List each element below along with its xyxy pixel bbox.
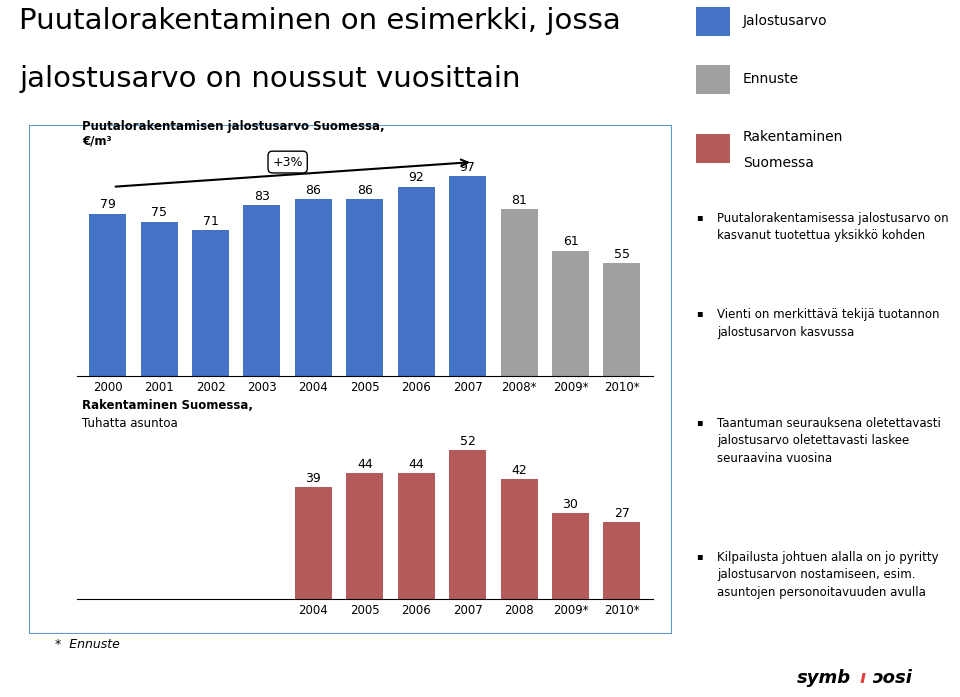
Text: 52: 52 <box>460 435 475 448</box>
Text: 30: 30 <box>563 498 579 511</box>
Text: 44: 44 <box>357 458 372 471</box>
Text: Jalostusarvo: Jalostusarvo <box>743 15 828 29</box>
Text: 44: 44 <box>408 458 424 471</box>
Bar <box>397 187 435 376</box>
Text: *  Ennuste: * Ennuste <box>55 638 120 651</box>
Text: 75: 75 <box>151 206 167 220</box>
Text: 92: 92 <box>408 171 424 184</box>
Text: 86: 86 <box>357 184 372 197</box>
Text: 55: 55 <box>614 247 630 261</box>
Text: €/m³: €/m³ <box>82 135 111 148</box>
Text: Suomessa: Suomessa <box>743 156 814 170</box>
Text: 6    Lähteet: Tilastokeskus, Eurostat: 6 Lähteet: Tilastokeskus, Eurostat <box>10 671 234 684</box>
Text: 81: 81 <box>511 194 527 207</box>
Text: 42: 42 <box>512 464 527 477</box>
Text: 27: 27 <box>614 507 630 520</box>
Text: Rakentaminen: Rakentaminen <box>743 130 844 144</box>
Bar <box>244 206 280 376</box>
Bar <box>449 450 486 599</box>
Bar <box>696 65 730 94</box>
Text: 71: 71 <box>203 215 219 228</box>
Bar <box>696 7 730 36</box>
Text: 61: 61 <box>563 235 578 248</box>
Text: Ennuste: Ennuste <box>743 72 799 86</box>
Bar <box>500 479 538 599</box>
Text: Kilpailusta johtuen alalla on jo pyritty jalostusarvon nostamiseen, esim. asunto: Kilpailusta johtuen alalla on jo pyritty… <box>717 551 939 599</box>
Text: Taantuman seurauksena oletettavasti jalostusarvo oletettavasti laskee seuraavina: Taantuman seurauksena oletettavasti jalo… <box>717 417 941 465</box>
Text: ɔosi: ɔosi <box>872 669 912 687</box>
Text: ▪: ▪ <box>696 212 703 222</box>
Bar <box>604 263 640 376</box>
Text: 79: 79 <box>100 198 115 211</box>
Text: ▪: ▪ <box>696 551 703 560</box>
Bar <box>295 487 332 599</box>
Bar <box>604 522 640 599</box>
Bar <box>192 230 229 376</box>
Bar <box>449 176 486 376</box>
Bar <box>552 251 589 376</box>
Text: 83: 83 <box>254 190 270 203</box>
Bar <box>552 513 589 599</box>
Text: Vienti on merkittävä tekijä tuotannon jalostusarvon kasvussa: Vienti on merkittävä tekijä tuotannon ja… <box>717 308 940 339</box>
Text: Puutalorakentamisen jalostusarvo Suomessa,: Puutalorakentamisen jalostusarvo Suomess… <box>82 120 385 133</box>
Text: symb: symb <box>797 669 851 687</box>
Bar <box>295 199 332 376</box>
Bar <box>347 199 383 376</box>
Text: ▪: ▪ <box>696 308 703 318</box>
Bar <box>140 222 178 376</box>
Text: Puutalorakentaminen on esimerkki, jossa: Puutalorakentaminen on esimerkki, jossa <box>19 7 621 35</box>
Bar <box>347 473 383 599</box>
Text: 86: 86 <box>305 184 322 197</box>
Text: Tuhatta asuntoa: Tuhatta asuntoa <box>82 417 178 430</box>
Bar <box>696 134 730 163</box>
Text: ı: ı <box>859 669 865 687</box>
Bar <box>397 473 435 599</box>
Text: jalostusarvo on noussut vuosittain: jalostusarvo on noussut vuosittain <box>19 65 520 93</box>
Text: 97: 97 <box>460 161 475 174</box>
Bar <box>500 210 538 376</box>
Bar <box>89 213 126 376</box>
Text: ▪: ▪ <box>696 417 703 427</box>
Text: Rakentaminen Suomessa,: Rakentaminen Suomessa, <box>82 399 252 413</box>
Text: +3%: +3% <box>273 155 303 169</box>
Text: Puutalorakentamisessa jalostusarvo on kasvanut tuotettua yksikkö kohden: Puutalorakentamisessa jalostusarvo on ka… <box>717 212 948 243</box>
Text: 39: 39 <box>305 473 322 485</box>
